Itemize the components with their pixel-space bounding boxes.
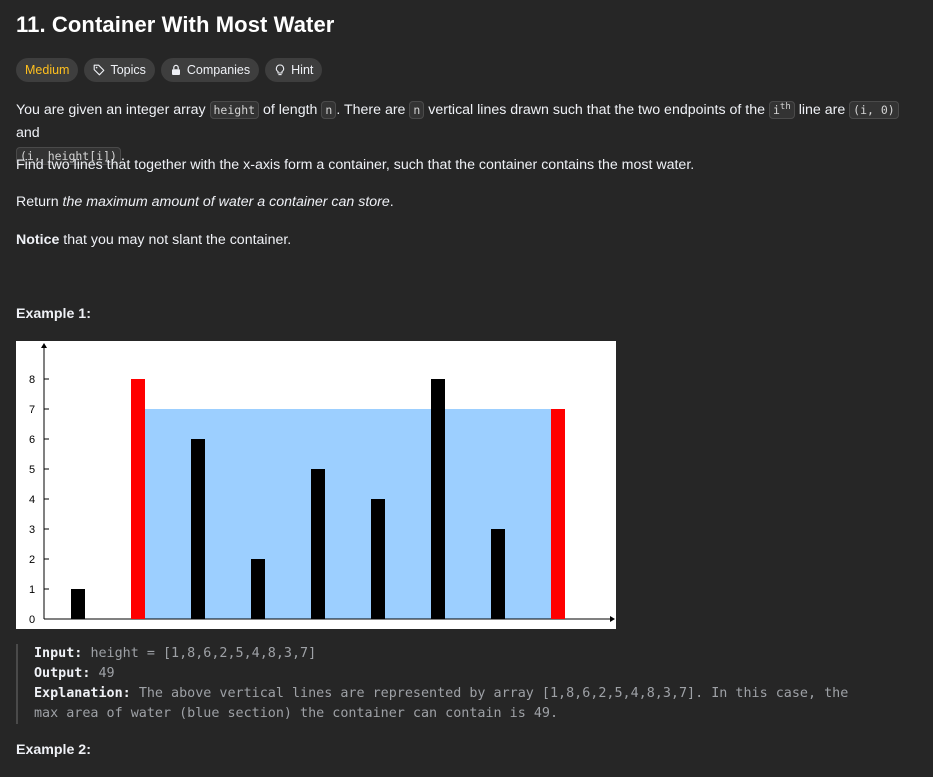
explanation-label: Explanation: (34, 686, 131, 701)
example-1-block: Input: height = [1,8,6,2,5,4,8,3,7] Outp… (16, 644, 916, 724)
y-tick-label: 5 (29, 464, 35, 476)
bar-6 (431, 379, 445, 619)
bar-0 (71, 589, 85, 619)
code-n: n (321, 101, 336, 119)
y-tick-label: 4 (29, 494, 35, 506)
output-value: 49 (99, 666, 115, 681)
problem-title: 11. Container With Most Water (16, 12, 334, 38)
tag-row: Medium Topics Companies Hint (16, 58, 322, 82)
companies-label: Companies (187, 63, 250, 77)
code-i: ith (769, 101, 795, 119)
y-tick-label: 7 (29, 404, 35, 416)
difficulty-badge: Medium (16, 58, 78, 82)
bar-8 (551, 409, 565, 619)
y-tick-label: 1 (29, 584, 35, 596)
y-tick-label: 6 (29, 434, 35, 446)
y-tick-label: 0 (29, 614, 35, 626)
y-tick-label: 8 (29, 374, 35, 386)
hint-tag[interactable]: Hint (265, 58, 322, 82)
example-1-chart: 0 1 2 3 4 5 6 7 8 (16, 341, 616, 629)
bar-5 (371, 499, 385, 619)
input-label: Input: (34, 646, 82, 661)
lock-icon (170, 64, 182, 76)
y-tick-label: 2 (29, 554, 35, 566)
y-tick-label: 3 (29, 524, 35, 536)
x-axis-arrow (610, 616, 615, 622)
description-paragraph-4: Notice that you may not slant the contai… (16, 229, 917, 252)
explanation-line-2: max area of water (blue section) the con… (34, 706, 558, 721)
bar-3 (251, 559, 265, 619)
container-chart: 0 1 2 3 4 5 6 7 8 (16, 341, 616, 629)
topics-tag[interactable]: Topics (84, 58, 154, 82)
code-height: height (210, 101, 260, 119)
bar-2 (191, 439, 205, 619)
example-2-heading: Example 2: (16, 742, 91, 758)
lightbulb-icon (274, 64, 286, 76)
bar-4 (311, 469, 325, 619)
companies-tag[interactable]: Companies (161, 58, 259, 82)
topics-label: Topics (110, 63, 145, 77)
example-1-heading: Example 1: (16, 306, 91, 322)
explanation-line-1: The above vertical lines are represented… (139, 686, 848, 701)
bar-7 (491, 529, 505, 619)
output-label: Output: (34, 666, 90, 681)
tag-icon (93, 64, 105, 76)
input-value: height = [1,8,6,2,5,4,8,3,7] (90, 646, 316, 661)
description-paragraph-2: Find two lines that together with the x-… (16, 154, 917, 177)
y-axis-arrow (41, 343, 47, 348)
description-paragraph-3: Return the maximum amount of water a con… (16, 191, 917, 214)
code-point-i-0: (i, 0) (849, 101, 899, 119)
code-n: n (409, 101, 424, 119)
hint-label: Hint (291, 63, 313, 77)
bar-1 (131, 379, 145, 619)
